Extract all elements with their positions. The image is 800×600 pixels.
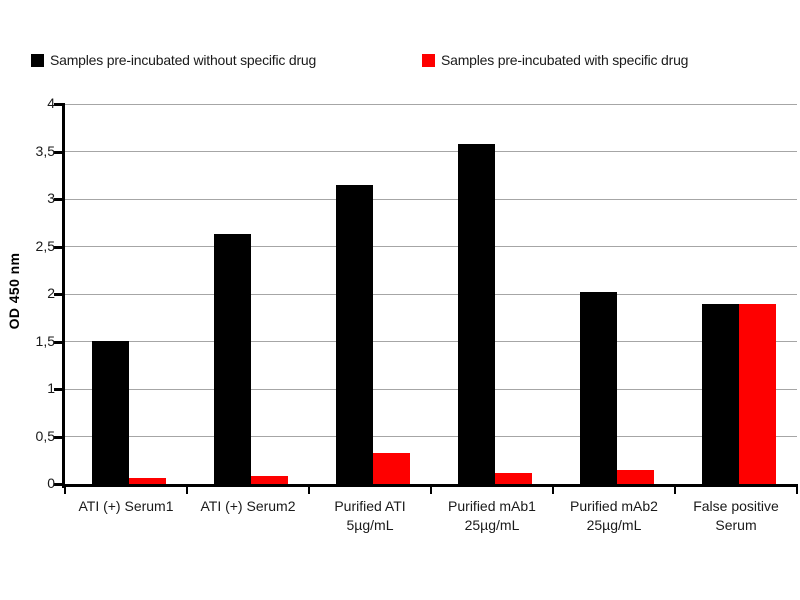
x-category-label: ATI (+) Serum1: [78, 498, 174, 514]
plot-area: 0 0,5 1 1,5 2 2,5 3 3,5 4 ATI (+) Serum1 ATI (+) S…: [36, 95, 798, 533]
y-axis-tick: [54, 340, 62, 344]
y-axis-tick: [54, 435, 62, 439]
x-axis-tick: [674, 487, 676, 494]
y-axis-tick: [54, 388, 62, 391]
legend-label: Samples pre-incubated without specific d…: [50, 52, 317, 68]
x-category-label: Purified mAb2 25µg/mL: [570, 498, 658, 533]
x-axis-tick: [186, 487, 188, 494]
bar-series0-cat0: [92, 340, 129, 484]
y-tick-label: 3,5: [35, 142, 55, 159]
bar-series0-cat5: [702, 303, 739, 484]
y-tick-label: 1,5: [35, 332, 55, 349]
y-tick-label: 0,5: [35, 427, 55, 444]
y-axis-tick: [54, 103, 62, 106]
y-axis-tick: [54, 198, 62, 201]
gridline: [65, 198, 797, 200]
y-axis-tick: [54, 293, 62, 296]
y-axis-tick: [54, 150, 62, 154]
x-axis-tick: [552, 487, 554, 494]
bar-series0-cat2: [336, 184, 373, 484]
y-axis-line: [62, 103, 65, 488]
legend-label: Samples pre-incubated with specific drug: [441, 52, 689, 68]
y-tick-label: 1: [47, 380, 55, 396]
y-tick-label: 0: [47, 475, 55, 491]
x-category-label: Purified ATI 5µg/mL: [334, 498, 406, 533]
legend-swatch: [422, 53, 435, 67]
x-axis-tick: [796, 487, 798, 494]
legend-item-with-drug: Samples pre-incubated with specific drug: [422, 52, 688, 68]
gridline: [65, 341, 797, 342]
legend-swatch: [31, 53, 44, 67]
bar-series1-cat4: [617, 469, 654, 484]
bar-series0-cat4: [580, 292, 617, 484]
chart-legend: Samples pre-incubated without specific d…: [0, 52, 800, 70]
x-category-label: Purified mAb1 25µg/mL: [448, 498, 536, 533]
y-tick-label: 3: [47, 190, 55, 206]
bar-series1-cat0: [129, 478, 166, 484]
x-axis-tick: [430, 487, 432, 494]
bar-series1-cat5: [739, 303, 776, 484]
x-axis-tick: [308, 487, 310, 494]
gridline: [65, 293, 797, 295]
gridline: [65, 103, 797, 105]
bar-series0-cat3: [458, 143, 495, 484]
x-axis-tick: [64, 487, 66, 494]
legend-item-without-drug: Samples pre-incubated without specific d…: [31, 52, 316, 68]
y-tick-label: 2: [47, 285, 55, 301]
x-axis-line: [62, 484, 798, 487]
gridline: [65, 388, 797, 390]
x-category-label: ATI (+) Serum2: [200, 498, 296, 514]
bar-series1-cat2: [373, 452, 410, 484]
y-axis-tick: [54, 483, 62, 486]
bar-series1-cat3: [495, 472, 532, 484]
gridline: [65, 436, 797, 437]
gridline: [65, 246, 797, 247]
gridline: [65, 151, 797, 152]
bar-series0-cat1: [214, 234, 251, 484]
x-category-label: False positive Serum: [693, 498, 779, 533]
bar-series1-cat1: [251, 476, 288, 484]
y-tick-label: 2,5: [35, 237, 55, 254]
y-axis-tick: [54, 245, 62, 249]
y-tick-label: 4: [47, 95, 55, 111]
